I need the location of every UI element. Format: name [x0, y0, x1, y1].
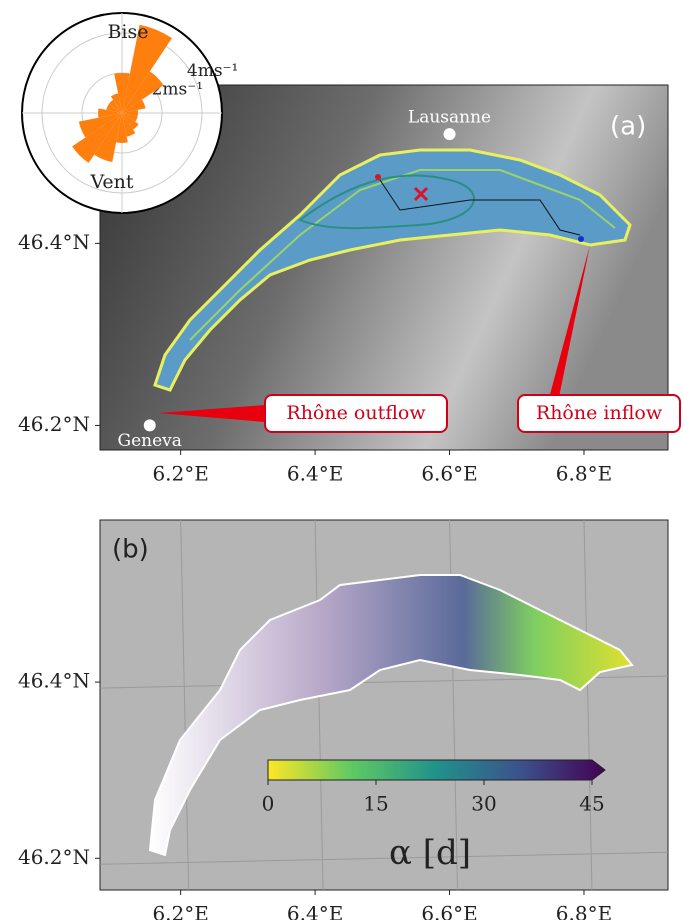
x-tick-label: 6.8°E	[556, 462, 612, 486]
colorbar-tick-label: 0	[262, 792, 275, 816]
panel-label: (a)	[610, 112, 646, 142]
colorbar-tick-label: 15	[363, 792, 388, 816]
colorbar-body	[268, 760, 605, 780]
rose-label: Bise	[107, 21, 148, 43]
panel-b: (b) 6.2°E 6.4°E 6.6°E 6.8°E 46.2°N 46.4°N 0 15…	[18, 520, 668, 920]
panel-label: (b)	[112, 535, 149, 565]
x-tick-label: 6.2°E	[152, 902, 208, 920]
x-tick-label: 6.6°E	[421, 462, 477, 486]
callout-text: Rhône inflow	[536, 402, 663, 424]
x-tick-label: 6.2°E	[152, 462, 208, 486]
place-label: Lausanne	[408, 108, 491, 128]
place-dot	[444, 128, 456, 140]
x-tick-label: 6.4°E	[287, 462, 343, 486]
figure: Rhône outflow Rhône inflow (a) 6.2°E 6.4°…	[0, 0, 684, 920]
y-tick-label: 46.2°N	[18, 412, 90, 436]
colorbar-tick-label: 45	[579, 792, 604, 816]
place-dot	[144, 419, 156, 431]
y-tick-label: 46.2°N	[18, 845, 90, 869]
place-label: Geneva	[118, 431, 182, 451]
start-dot	[375, 174, 381, 180]
colorbar-label: α [d]	[389, 833, 471, 873]
callout-text: Rhône outflow	[286, 402, 426, 424]
x-tick-label: 6.6°E	[421, 902, 477, 920]
colorbar-tick-label: 30	[471, 792, 496, 816]
y-tick-label: 46.4°N	[18, 669, 90, 693]
rose-label: Vent	[89, 171, 133, 193]
y-tick-label: 46.4°N	[18, 230, 90, 254]
x-tick-label: 6.4°E	[287, 902, 343, 920]
x-tick-label: 6.8°E	[556, 902, 612, 920]
map-frame	[100, 520, 668, 890]
end-dot	[578, 236, 584, 242]
rose-ring-label: 4ms⁻¹	[187, 61, 238, 81]
